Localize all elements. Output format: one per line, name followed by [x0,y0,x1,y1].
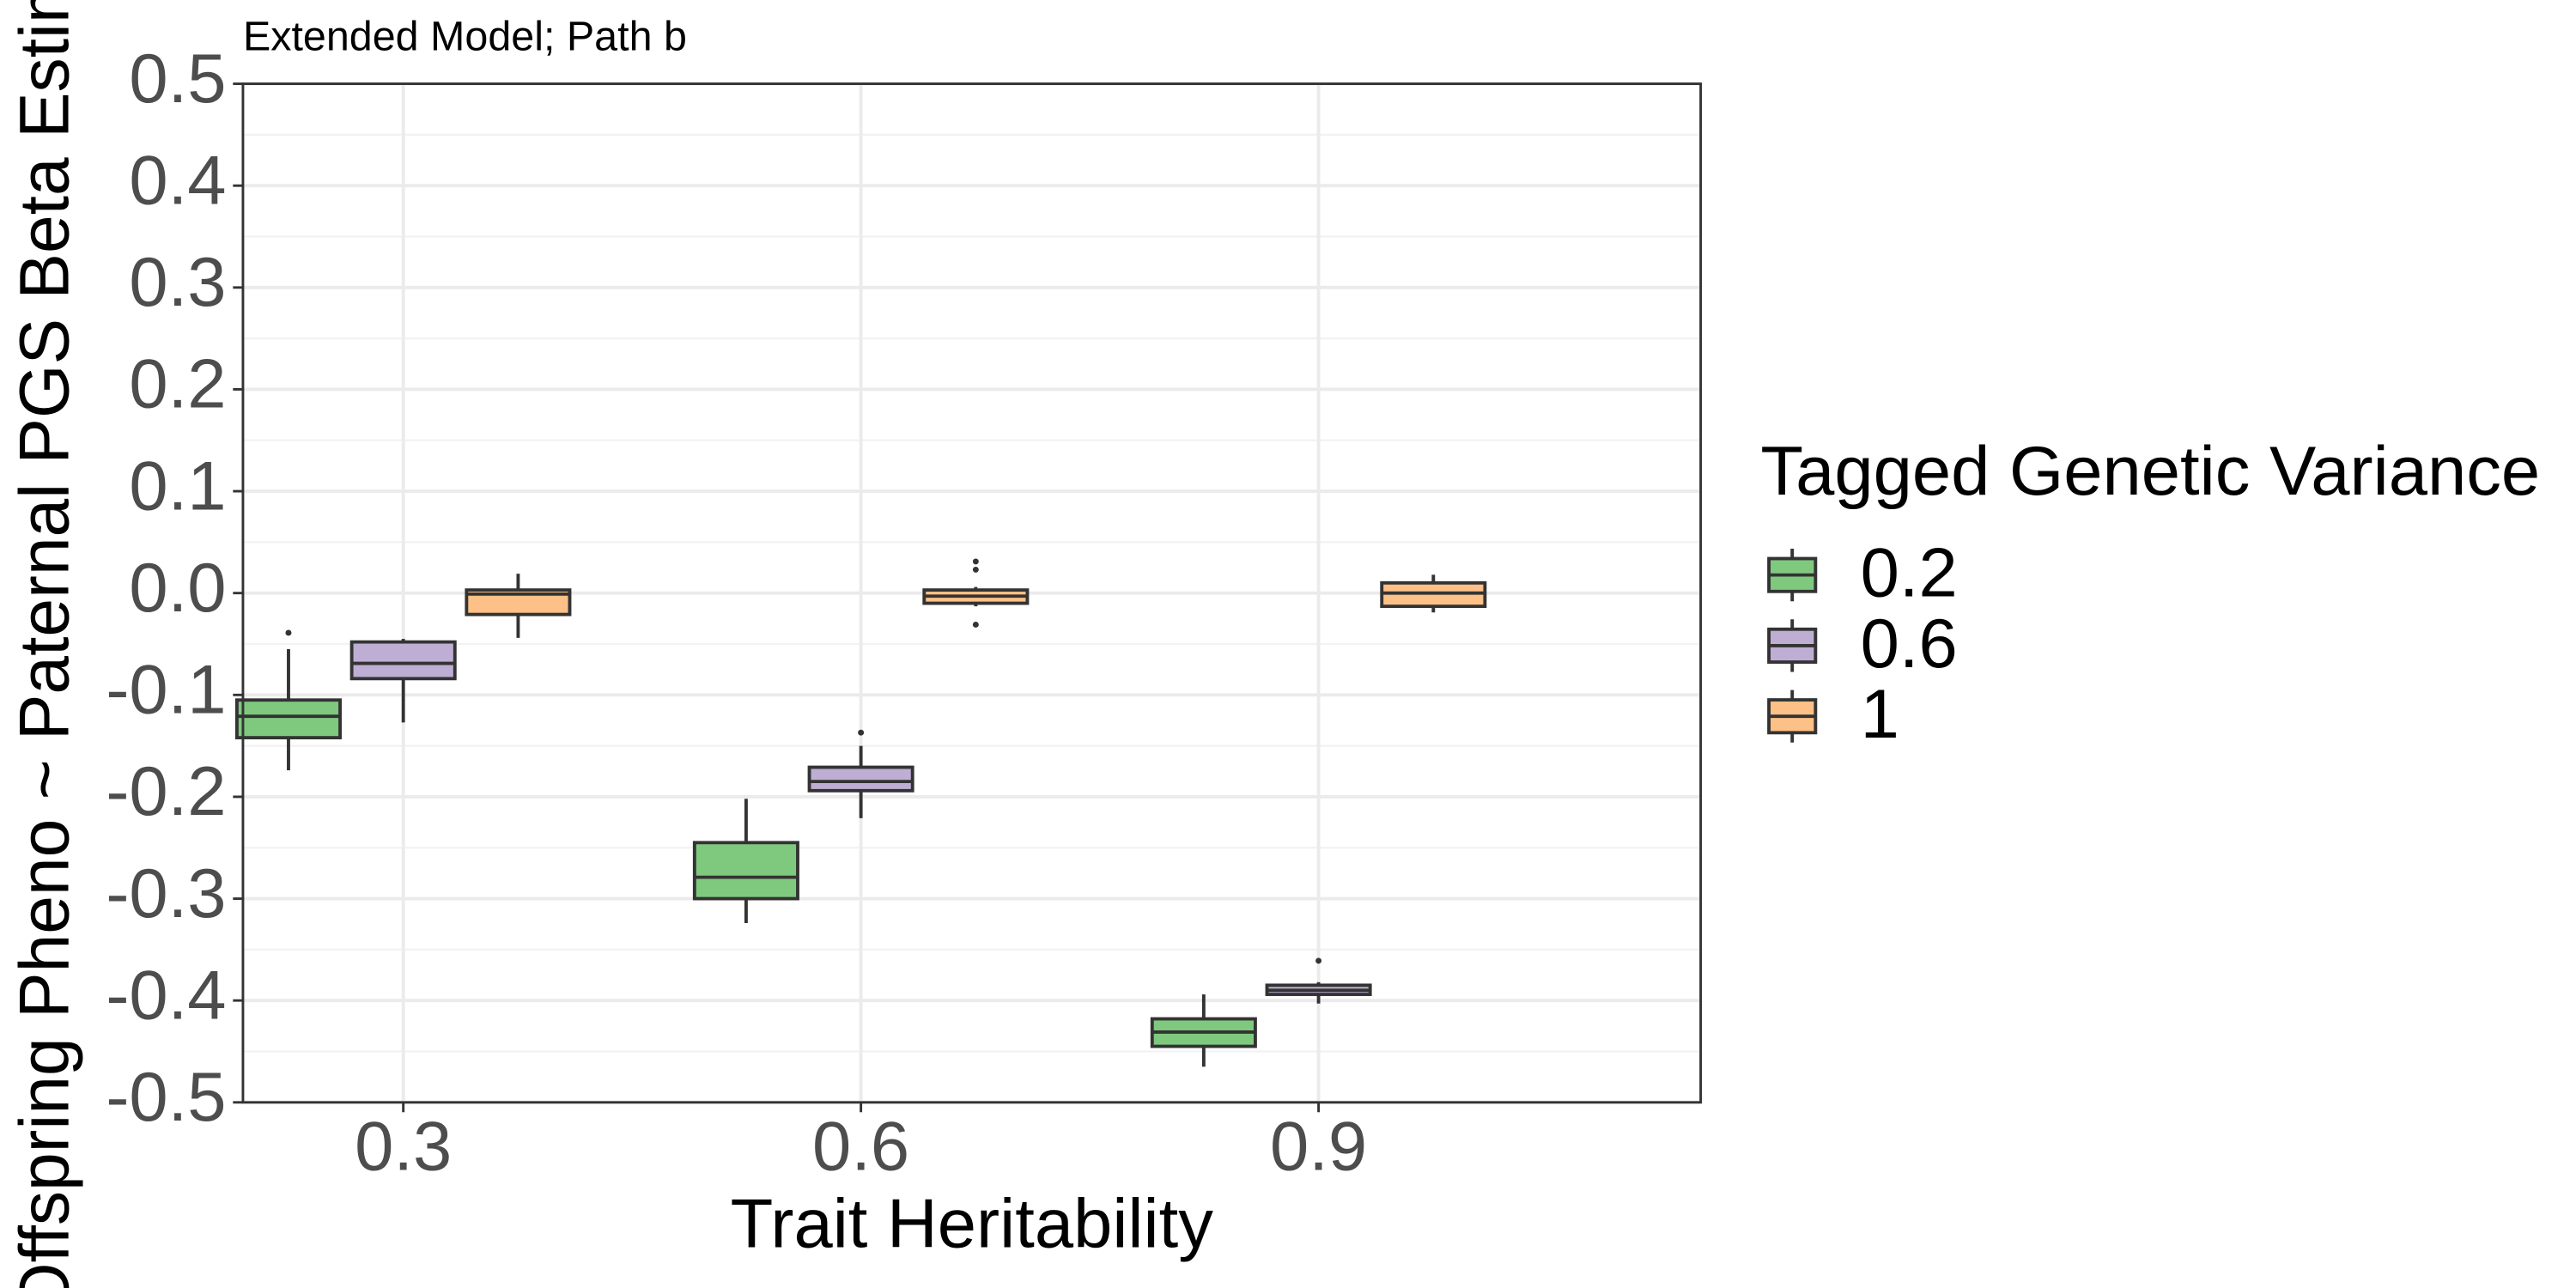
legend-label: 0.2 [1861,535,1958,611]
x-tick-label: 0.9 [1270,1109,1367,1185]
outlier [972,622,979,628]
box [349,640,457,681]
y-tick-label: 0.3 [129,245,226,321]
y-tick-label: 0.0 [129,550,226,626]
outlier [285,629,292,636]
box [807,765,914,793]
plot-border [241,82,1703,1104]
y-tick-label: 0.1 [129,448,226,525]
y-tick-label: 0.5 [129,40,226,117]
outlier [972,566,979,573]
box [234,698,342,740]
x-tick-label: 0.3 [355,1109,452,1185]
y-tick-label: 0.4 [129,143,226,219]
y-tick-label: -0.3 [106,855,226,932]
y-tick-label: 0.2 [129,346,226,422]
y-tick-label: -0.2 [106,754,226,830]
legend-label: 0.6 [1861,605,1958,682]
y-tick-label: -0.5 [106,1059,226,1135]
x-tick-label: 0.6 [812,1109,909,1185]
y-axis-title: Offspring Pheno ~ Paternal PGS Beta Esti… [6,0,84,1288]
y-tick-label: -0.4 [106,957,226,1034]
outlier [972,558,979,565]
outlier [1315,957,1322,964]
box [692,841,799,901]
legend-title: Tagged Genetic Variance [1760,434,2540,510]
x-axis-title: Trait Heritability [731,1186,1214,1262]
outlier [858,729,865,736]
y-tick-label: -0.1 [106,652,226,728]
legend-label: 1 [1861,677,1899,753]
chart-title: Extended Model; Path b [243,14,687,60]
